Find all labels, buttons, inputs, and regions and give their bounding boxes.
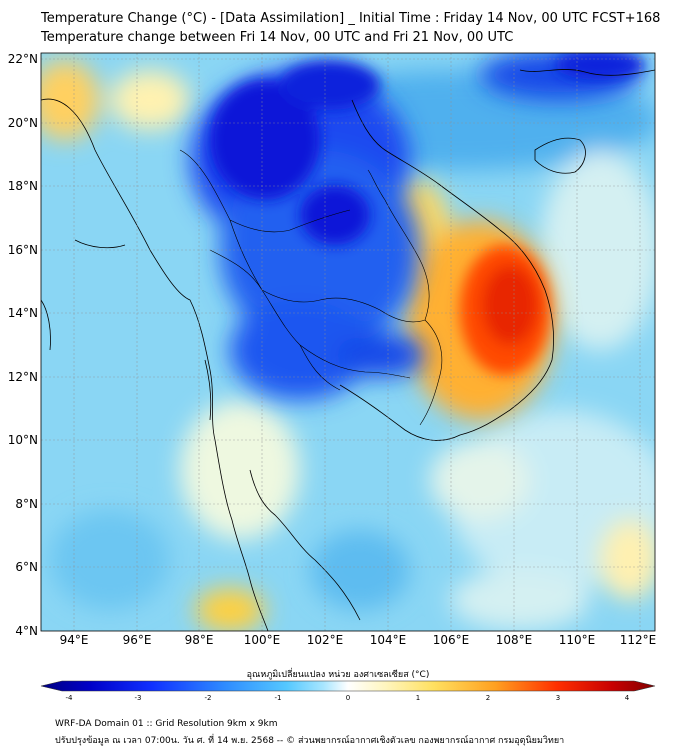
colorbar-tick: 1 xyxy=(416,694,420,702)
colorbar-tick: -3 xyxy=(135,694,142,702)
lat-label: 8°N xyxy=(15,497,38,511)
lon-label: 96°E xyxy=(123,633,152,647)
lat-label: 16°N xyxy=(8,243,38,257)
colorbar-label: อุณหภูมิเปลี่ยนแปลง หน่วย องศาเซลเซียส (… xyxy=(246,670,430,680)
colorbar-tick: -1 xyxy=(275,694,282,702)
footer-credit: ปรับปรุงข้อมูล ณ เวลา 07:00น. วัน ศ. ที่… xyxy=(55,736,565,746)
latitude-axis: 22°N 20°N 18°N 16°N 14°N 12°N 10°N 8°N 6… xyxy=(8,52,38,638)
lat-label: 12°N xyxy=(8,370,38,384)
lat-label: 18°N xyxy=(8,179,38,193)
lon-label: 98°E xyxy=(185,633,214,647)
plot-frame xyxy=(40,52,656,632)
lat-label: 20°N xyxy=(8,116,38,130)
lon-label: 100°E xyxy=(244,633,281,647)
lat-label: 22°N xyxy=(8,52,38,66)
lon-label: 110°E xyxy=(559,633,596,647)
colorbar-tick: 0 xyxy=(346,694,350,702)
lon-label: 94°E xyxy=(60,633,89,647)
colorbar-tick: -4 xyxy=(66,694,74,702)
footer-resolution: WRF-DA Domain 01 :: Grid Resolution 9km … xyxy=(55,719,278,729)
colorbar-tick: -2 xyxy=(205,694,212,702)
lat-label: 6°N xyxy=(15,560,38,574)
lon-label: 102°E xyxy=(307,633,344,647)
national-borders xyxy=(179,149,443,426)
lon-label: 106°E xyxy=(433,633,470,647)
lat-label: 10°N xyxy=(8,433,38,447)
colorbar-bar xyxy=(40,680,656,692)
gridlines xyxy=(41,53,655,631)
colorbar-tick: 4 xyxy=(625,694,630,702)
lon-label: 104°E xyxy=(370,633,407,647)
lat-label: 14°N xyxy=(8,306,38,320)
temperature-field xyxy=(41,53,655,631)
colorbar-tick: 3 xyxy=(556,694,560,702)
longitude-axis: 94°E 96°E 98°E 100°E 102°E 104°E 106°E 1… xyxy=(60,633,657,647)
colorbar-tick: 2 xyxy=(486,694,490,702)
lon-label: 112°E xyxy=(620,633,657,647)
map-subtitle: Temperature change between Fri 14 Nov, 0… xyxy=(41,30,514,45)
lon-label: 108°E xyxy=(496,633,533,647)
lat-label: 4°N xyxy=(15,624,38,638)
map-title: Temperature Change (°C) - [Data Assimila… xyxy=(41,11,661,26)
colorbar: -4 -3 -2 -1 0 1 2 3 4 xyxy=(40,680,656,702)
